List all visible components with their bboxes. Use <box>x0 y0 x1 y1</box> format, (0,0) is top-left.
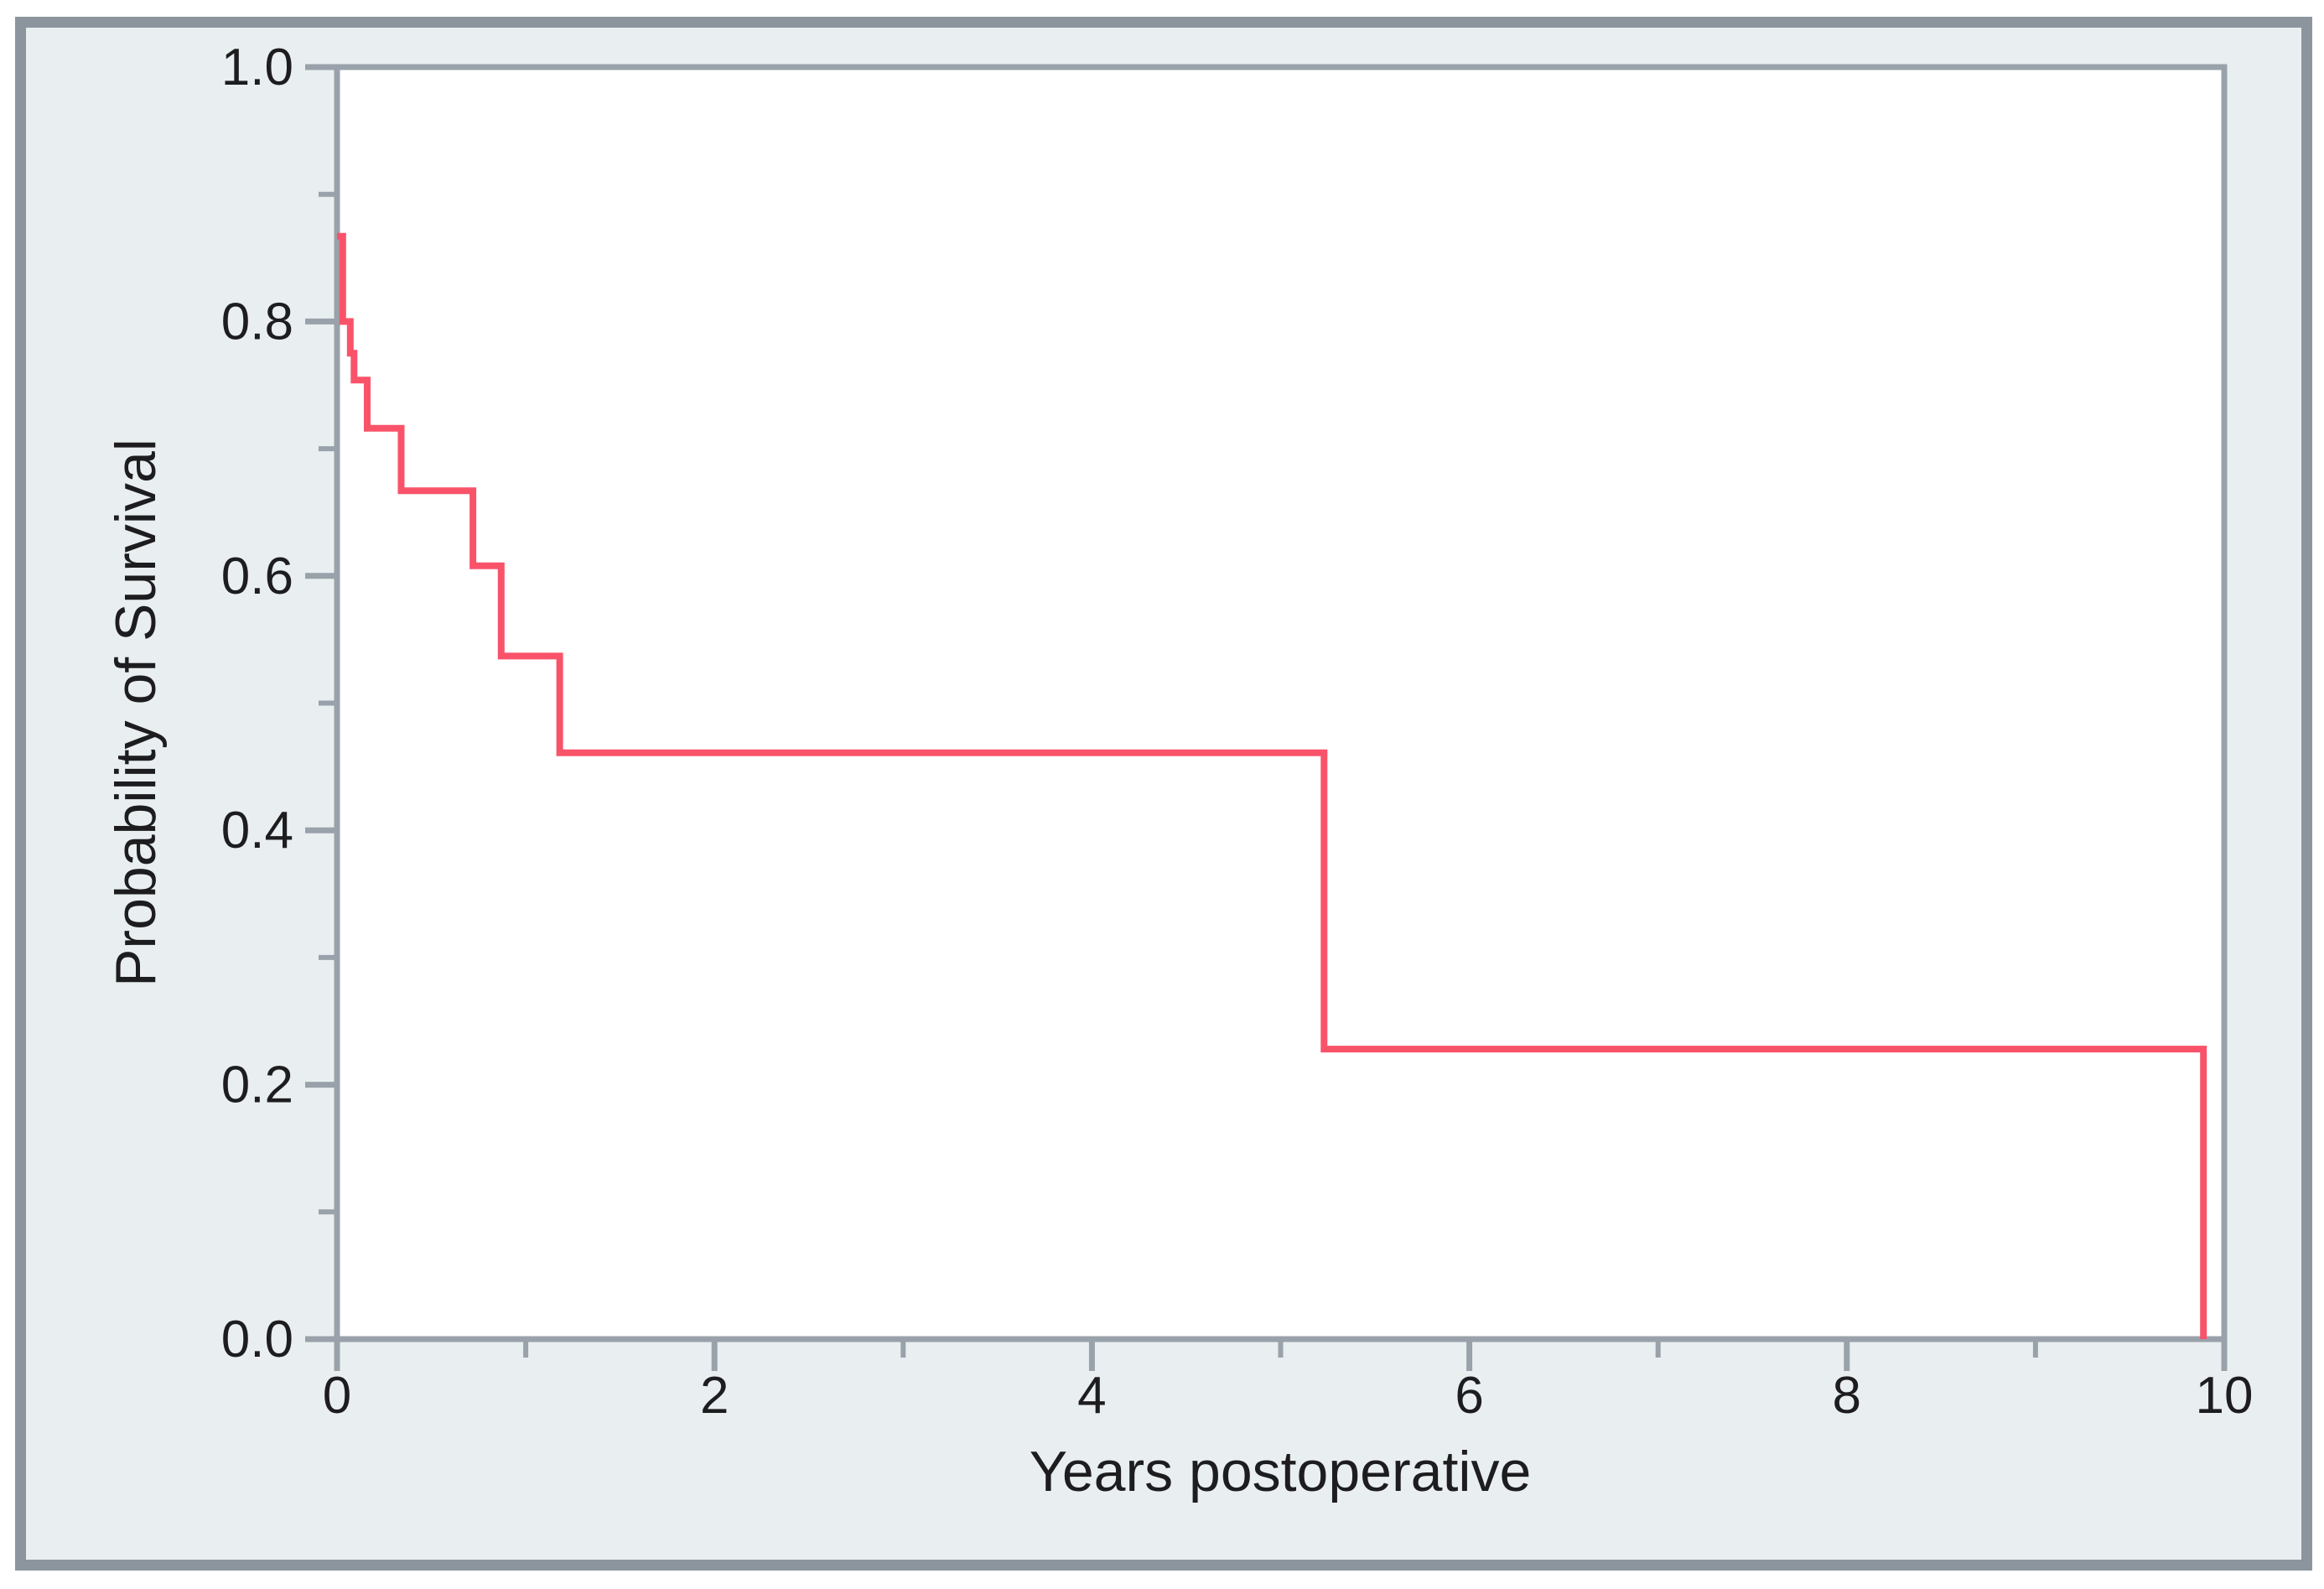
plot-layer: 0 2 4 6 8 10 0.0 0.2 0.4 0.6 0.8 1.0 <box>221 39 2254 1425</box>
y-tick-label: 0.2 <box>221 1057 293 1114</box>
x-axis-title: Years postoperative <box>1030 1440 1532 1503</box>
survival-step-line <box>337 232 2207 1339</box>
y-tick-label: 1.0 <box>221 39 293 96</box>
y-tick-label: 0.8 <box>221 293 293 351</box>
y-axis-title: Probability of Survival <box>104 439 168 987</box>
x-tick-label: 2 <box>700 1367 729 1425</box>
x-tick-label: 4 <box>1077 1367 1106 1425</box>
y-tick-label: 0.6 <box>221 548 293 605</box>
x-tick-label: 6 <box>1455 1367 1483 1425</box>
plot-area <box>334 64 2228 1342</box>
x-tick-label: 0 <box>323 1367 351 1425</box>
y-tick-label: 0.4 <box>221 802 293 859</box>
x-tick-label: 8 <box>1833 1367 1861 1425</box>
x-tick-label: 10 <box>2196 1367 2254 1425</box>
y-tick-label: 0.0 <box>221 1311 293 1368</box>
